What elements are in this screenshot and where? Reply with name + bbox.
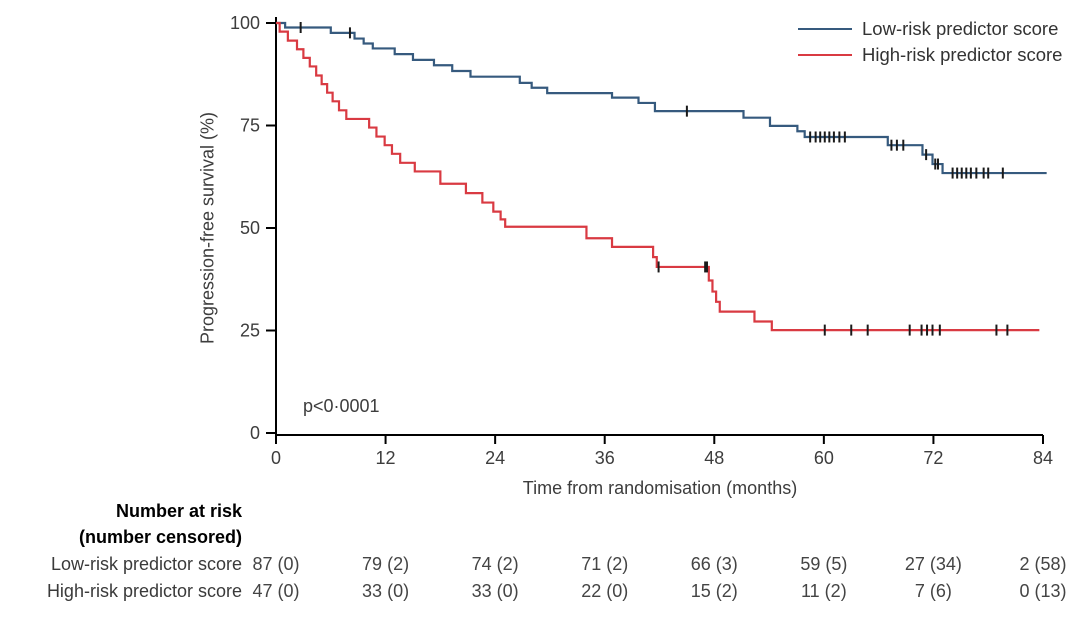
x-tick-label: 24 [485,448,505,468]
low-risk-line-swatch [798,27,852,31]
x-tick-label: 0 [271,448,281,468]
y-tick-label: 100 [230,13,260,33]
risk-cell: 15 (2) [690,581,738,601]
survival-curve-high-risk [276,21,1040,332]
risk-cell: 47 (0) [252,581,300,601]
survival-curve-low-risk [276,21,1047,175]
x-axis-title: Time from randomisation (months) [522,478,798,498]
risk-cell: 59 (5) [800,554,848,574]
risk-cell: 22 (0) [581,581,629,601]
risk-cell: 79 (2) [362,554,410,574]
risk-cell: 74 (2) [471,554,519,574]
risk-row-label-low-risk: Low-risk predictor score [50,554,242,574]
risk-cell: 66 (3) [690,554,738,574]
y-tick-label: 25 [240,321,260,341]
y-axis-title: Progression-free survival (%) [197,111,218,345]
risk-cell: 11 (2) [801,581,847,601]
risk-table-header-line2: (number censored) [78,527,242,547]
x-tick-label: 84 [1033,448,1053,468]
y-tick-label: 0 [250,423,260,443]
risk-table-header: Number at risk (number censored) [79,498,242,550]
risk-table-header-line1: Number at risk [115,501,242,521]
legend-label-high-risk: High-risk predictor score [862,44,1063,65]
risk-cell: 87 (0) [252,554,300,574]
risk-cell: 27 (34) [904,554,962,574]
legend-item-high-risk: High-risk predictor score [798,42,1062,68]
y-tick-label: 50 [240,218,260,238]
risk-cell: 71 (2) [581,554,629,574]
legend: Low-risk predictor score High-risk predi… [798,16,1062,68]
risk-row-label-high-risk: High-risk predictor score [46,581,242,601]
high-risk-line-swatch [798,53,852,57]
risk-cell: 0 (13) [1019,581,1067,601]
x-tick-label: 36 [595,448,615,468]
axes [275,17,1043,436]
risk-cell: 7 (6) [914,581,952,601]
risk-cell: 2 (58) [1019,554,1067,574]
legend-label-low-risk: Low-risk predictor score [862,18,1059,39]
p-value-annotation: p<0·0001 [303,396,380,416]
x-tick-label: 72 [923,448,943,468]
risk-cell: 33 (0) [362,581,410,601]
x-tick-label: 60 [814,448,834,468]
y-tick-label: 75 [240,116,260,136]
x-tick-label: 12 [376,448,396,468]
risk-cell: 33 (0) [471,581,519,601]
legend-item-low-risk: Low-risk predictor score [798,16,1062,42]
x-tick-label: 48 [704,448,724,468]
